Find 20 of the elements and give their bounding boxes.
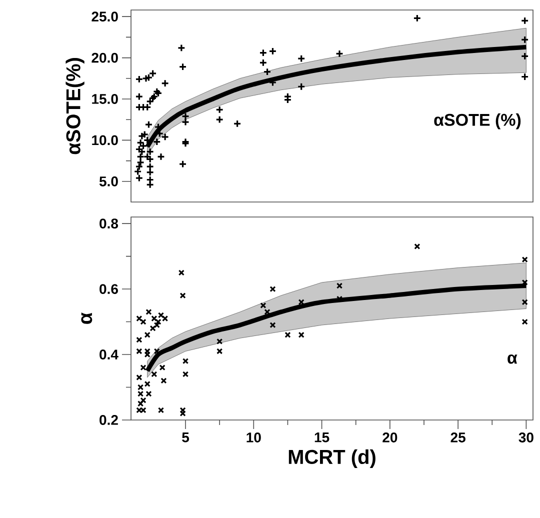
y-tick-label: 25.0 [92, 12, 118, 22]
y-tick-label: 0.6 [100, 284, 118, 294]
annotation: α [508, 354, 518, 364]
y-axis-title: α [81, 312, 92, 324]
y-tick-label: 0.2 [100, 415, 118, 425]
x-tick-label: 25 [450, 432, 466, 442]
x-axis-title: MCRT (d) [288, 449, 376, 468]
y-tick-label: 5.0 [99, 176, 118, 186]
x-tick-label: 5 [182, 432, 190, 442]
y-axis-title: αSOTE(%) [66, 58, 84, 154]
x-tick-label: 10 [246, 432, 261, 442]
y-tick-label: 15.0 [92, 94, 118, 104]
annotation: αSOTE (%) [434, 113, 521, 130]
x-tick-label: 30 [518, 432, 534, 442]
y-tick-label: 0.4 [100, 350, 118, 360]
x-tick-label: 20 [382, 432, 398, 442]
y-tick-label: 20.0 [92, 52, 118, 63]
x-tick-label: 15 [314, 432, 330, 442]
y-tick-label: 10.0 [92, 135, 118, 146]
y-tick-label: 0.8 [100, 218, 118, 229]
